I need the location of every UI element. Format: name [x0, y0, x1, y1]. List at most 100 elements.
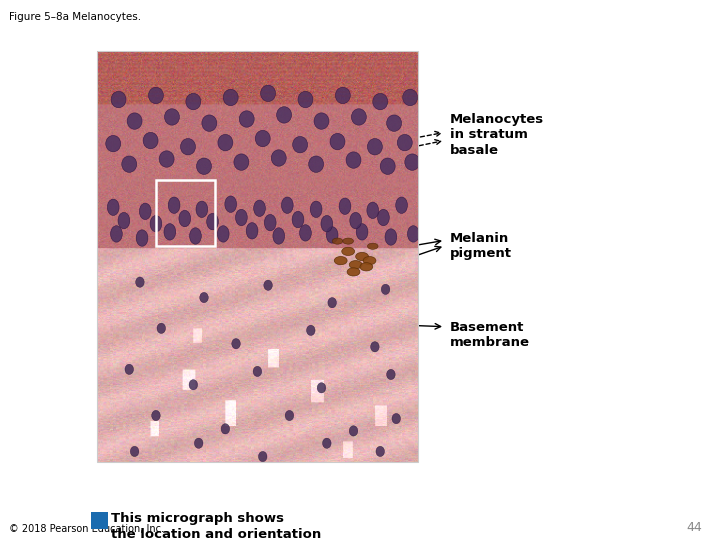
Ellipse shape	[130, 446, 139, 456]
Ellipse shape	[196, 201, 208, 218]
Ellipse shape	[371, 342, 379, 352]
Ellipse shape	[143, 132, 158, 149]
Ellipse shape	[347, 268, 360, 276]
Ellipse shape	[189, 228, 202, 244]
Ellipse shape	[273, 228, 284, 244]
Bar	[156, 179, 215, 246]
Ellipse shape	[349, 261, 362, 269]
Ellipse shape	[246, 222, 258, 239]
Ellipse shape	[367, 202, 379, 219]
Ellipse shape	[380, 158, 395, 174]
Ellipse shape	[125, 364, 133, 375]
Ellipse shape	[298, 91, 313, 108]
Ellipse shape	[159, 151, 174, 167]
Ellipse shape	[330, 133, 345, 150]
Ellipse shape	[307, 325, 315, 335]
Ellipse shape	[136, 230, 148, 246]
Text: a: a	[96, 514, 104, 527]
Ellipse shape	[396, 197, 408, 213]
Text: Melanocytes
in stratum
basale: Melanocytes in stratum basale	[450, 113, 544, 157]
Ellipse shape	[323, 438, 331, 448]
Ellipse shape	[387, 369, 395, 380]
Ellipse shape	[402, 89, 418, 106]
Ellipse shape	[111, 91, 126, 108]
Ellipse shape	[349, 426, 358, 436]
Ellipse shape	[356, 224, 368, 240]
Ellipse shape	[356, 252, 369, 261]
Ellipse shape	[300, 225, 311, 241]
Text: 44: 44	[686, 521, 702, 534]
Ellipse shape	[148, 87, 163, 104]
Ellipse shape	[321, 215, 333, 232]
Ellipse shape	[194, 438, 203, 448]
FancyArrow shape	[239, 173, 315, 285]
Ellipse shape	[392, 414, 400, 424]
Ellipse shape	[276, 107, 292, 123]
Ellipse shape	[106, 136, 121, 152]
Ellipse shape	[292, 211, 304, 228]
Ellipse shape	[314, 113, 329, 129]
Ellipse shape	[253, 366, 261, 376]
Ellipse shape	[253, 200, 266, 217]
Ellipse shape	[111, 226, 122, 242]
Ellipse shape	[150, 215, 162, 232]
Ellipse shape	[397, 134, 413, 151]
Ellipse shape	[140, 203, 151, 220]
Ellipse shape	[318, 383, 325, 393]
Ellipse shape	[223, 89, 238, 106]
Ellipse shape	[181, 138, 195, 155]
Text: Figure 5–8a Melanocytes.: Figure 5–8a Melanocytes.	[9, 12, 141, 22]
Ellipse shape	[127, 113, 142, 129]
Ellipse shape	[234, 154, 249, 170]
Ellipse shape	[408, 226, 419, 242]
Ellipse shape	[207, 213, 218, 230]
Ellipse shape	[135, 277, 144, 287]
Ellipse shape	[285, 410, 294, 421]
Ellipse shape	[339, 198, 351, 214]
Ellipse shape	[342, 247, 354, 255]
Ellipse shape	[309, 156, 323, 172]
Ellipse shape	[332, 238, 343, 244]
Ellipse shape	[282, 197, 293, 213]
Ellipse shape	[157, 323, 166, 333]
Ellipse shape	[164, 224, 176, 240]
Ellipse shape	[189, 380, 197, 390]
Ellipse shape	[328, 298, 336, 308]
Ellipse shape	[258, 451, 267, 462]
Ellipse shape	[256, 130, 270, 147]
Text: Melanocytes: Melanocytes	[103, 442, 202, 456]
Ellipse shape	[350, 212, 361, 229]
Text: LM × 600: LM × 600	[351, 443, 412, 456]
Ellipse shape	[387, 115, 402, 131]
Ellipse shape	[199, 293, 208, 302]
Ellipse shape	[334, 256, 347, 265]
Ellipse shape	[292, 137, 307, 153]
Ellipse shape	[310, 201, 322, 218]
Ellipse shape	[221, 424, 230, 434]
Ellipse shape	[405, 154, 420, 170]
Ellipse shape	[264, 214, 276, 231]
Ellipse shape	[261, 85, 276, 102]
Text: Melanin
pigment: Melanin pigment	[450, 232, 512, 260]
Text: © 2018 Pearson Education, Inc.: © 2018 Pearson Education, Inc.	[9, 523, 163, 534]
Ellipse shape	[367, 138, 382, 155]
Ellipse shape	[377, 210, 390, 226]
Ellipse shape	[217, 226, 229, 242]
Ellipse shape	[346, 152, 361, 168]
Ellipse shape	[202, 115, 217, 131]
Ellipse shape	[186, 93, 201, 110]
Ellipse shape	[336, 87, 351, 104]
Ellipse shape	[225, 196, 237, 212]
Ellipse shape	[376, 446, 384, 456]
Ellipse shape	[326, 227, 338, 243]
Ellipse shape	[168, 197, 180, 213]
Ellipse shape	[385, 229, 397, 245]
Ellipse shape	[264, 280, 272, 291]
Ellipse shape	[218, 134, 233, 151]
Ellipse shape	[351, 109, 366, 125]
Ellipse shape	[343, 238, 354, 244]
Ellipse shape	[197, 158, 212, 174]
Ellipse shape	[363, 256, 376, 265]
Ellipse shape	[382, 284, 390, 294]
Ellipse shape	[271, 150, 287, 166]
